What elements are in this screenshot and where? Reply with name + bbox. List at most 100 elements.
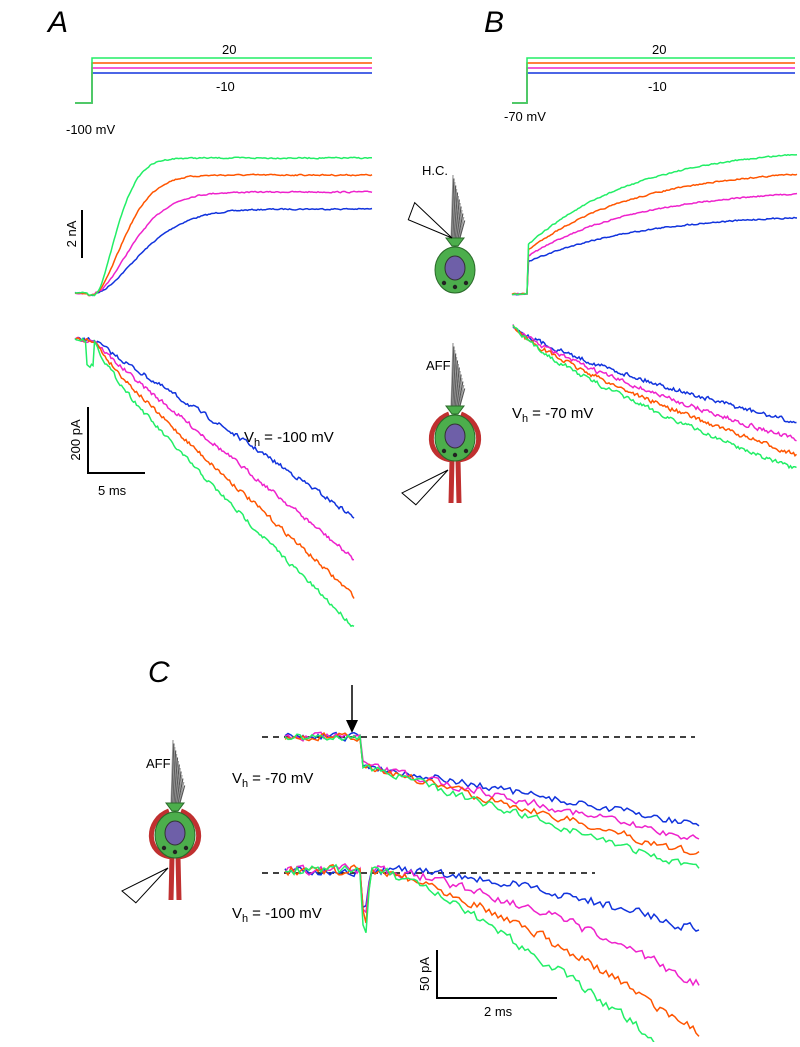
vh-sub: h bbox=[254, 437, 260, 449]
cell-label: AFF bbox=[426, 358, 451, 373]
vh-rest: = -70 mV bbox=[532, 405, 593, 422]
cuticular-plate bbox=[445, 405, 465, 415]
vh-rest: = -100 mV bbox=[252, 905, 322, 922]
synapse bbox=[441, 448, 447, 454]
holding-potential: Vh = -100 mV bbox=[232, 905, 322, 925]
vh-sub: h bbox=[242, 913, 248, 925]
hair-bundle bbox=[454, 195, 459, 243]
synapse bbox=[161, 845, 167, 851]
trace bbox=[284, 864, 700, 932]
vh-sub: h bbox=[522, 413, 528, 425]
synapse bbox=[452, 452, 458, 458]
panel-letter: A bbox=[46, 6, 68, 39]
synapse bbox=[463, 448, 469, 454]
hair-bundle bbox=[457, 213, 464, 243]
trace bbox=[512, 325, 798, 457]
cell-label: H.C. bbox=[422, 163, 448, 178]
hair-bundle bbox=[455, 370, 461, 411]
trace bbox=[74, 336, 355, 519]
holding-potential: Vh = -100 mV bbox=[244, 429, 334, 449]
hair-bundle bbox=[452, 188, 458, 243]
trace bbox=[511, 173, 798, 296]
cuticular-plate bbox=[445, 237, 465, 247]
hair-bundle bbox=[452, 353, 457, 411]
trace bbox=[74, 336, 354, 561]
cuticular-plate bbox=[165, 802, 185, 812]
hair-bundle bbox=[451, 349, 456, 411]
hair-bundle bbox=[455, 374, 462, 411]
hair-bundle bbox=[173, 757, 179, 808]
nucleus bbox=[164, 820, 186, 846]
pipette bbox=[407, 201, 453, 239]
holding-label: -100 mV bbox=[66, 122, 115, 137]
panel-letter: C bbox=[148, 656, 170, 689]
synapse bbox=[463, 280, 469, 286]
vh-rest: = -70 mV bbox=[252, 770, 313, 787]
hair-bundle bbox=[171, 743, 175, 808]
traces bbox=[74, 57, 798, 1043]
vh-rest: = -100 mV bbox=[264, 429, 334, 446]
hair-bundle bbox=[453, 192, 459, 243]
scale-label: 5 ms bbox=[98, 483, 127, 498]
hair-bundle bbox=[452, 356, 458, 411]
hair-bundle bbox=[455, 206, 462, 243]
hair-bundle bbox=[174, 760, 179, 808]
vh-v: V bbox=[244, 429, 254, 446]
synapse bbox=[183, 845, 189, 851]
synapse bbox=[452, 284, 458, 290]
holding-potential: Vh = -70 mV bbox=[232, 770, 313, 790]
trace bbox=[512, 324, 797, 442]
hair-bundle bbox=[172, 750, 177, 808]
hair-bundle bbox=[454, 367, 460, 411]
hair-bundle bbox=[452, 185, 457, 243]
step bbox=[512, 57, 795, 104]
scale-label: 200 pA bbox=[68, 419, 83, 461]
vh-v: V bbox=[232, 770, 242, 787]
trace bbox=[74, 207, 373, 297]
trace bbox=[511, 192, 798, 296]
step-label: 20 bbox=[652, 42, 666, 57]
holding-label: -70 mV bbox=[504, 109, 546, 124]
hair-bundle bbox=[457, 381, 464, 411]
hair-bundle bbox=[453, 360, 459, 411]
cell-label: AFF bbox=[146, 756, 171, 771]
vh-sub: h bbox=[242, 778, 248, 790]
trace bbox=[74, 156, 373, 297]
nucleus bbox=[444, 255, 466, 281]
step-label: 20 bbox=[222, 42, 236, 57]
panel-letter: B bbox=[484, 6, 504, 39]
hair-bundle bbox=[174, 764, 180, 808]
trace bbox=[284, 863, 655, 1043]
step bbox=[75, 57, 372, 104]
vh-v: V bbox=[232, 905, 242, 922]
trace bbox=[74, 190, 373, 297]
trace bbox=[511, 216, 798, 296]
hair-bundle bbox=[175, 771, 182, 808]
trace bbox=[74, 337, 355, 628]
scale-label: 2 ms bbox=[484, 1004, 513, 1019]
hair-bundle bbox=[177, 778, 184, 808]
arrow-head bbox=[346, 720, 358, 733]
hair-bundle bbox=[454, 363, 459, 411]
hair-bundle bbox=[454, 199, 460, 243]
hair-bundle bbox=[451, 178, 455, 243]
vh-v: V bbox=[512, 405, 522, 422]
trace bbox=[74, 173, 373, 297]
pipette bbox=[401, 469, 449, 506]
hair-bundle bbox=[451, 346, 455, 411]
trace bbox=[284, 731, 700, 841]
step-label: -10 bbox=[648, 79, 667, 94]
hair-bundle bbox=[175, 767, 181, 808]
hair-bundle bbox=[450, 342, 454, 411]
scale-label: 2 nA bbox=[64, 220, 79, 247]
pipette bbox=[121, 867, 169, 904]
nucleus bbox=[444, 423, 466, 449]
trace bbox=[512, 326, 797, 424]
holding-potential: Vh = -70 mV bbox=[512, 405, 593, 425]
trace bbox=[74, 337, 355, 599]
hair-bundle bbox=[170, 739, 174, 808]
step-label: -10 bbox=[216, 79, 235, 94]
hair-bundle bbox=[455, 202, 461, 243]
scale-label: 50 pA bbox=[417, 957, 432, 991]
